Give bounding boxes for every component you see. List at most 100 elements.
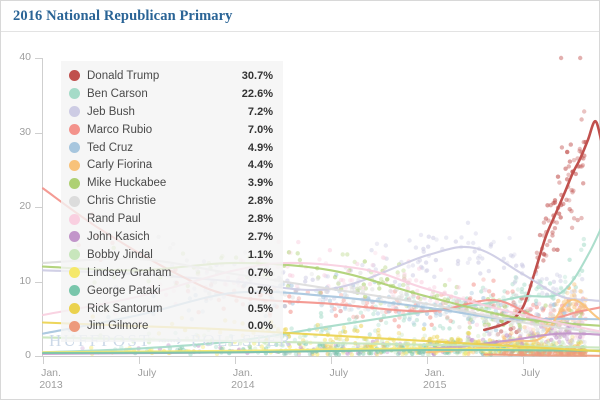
legend-item[interactable]: Ben Carson 22.6% bbox=[69, 85, 273, 103]
scatter-point bbox=[571, 188, 576, 193]
scatter-point bbox=[296, 296, 302, 301]
scatter-point bbox=[517, 323, 522, 328]
scatter-point bbox=[282, 327, 287, 333]
scatter-point bbox=[317, 257, 322, 262]
scatter-point bbox=[523, 328, 528, 334]
scatter-point bbox=[513, 275, 518, 280]
scatter-point bbox=[550, 307, 556, 312]
scatter-point bbox=[369, 344, 374, 349]
scatter-point bbox=[389, 289, 394, 295]
scatter-point bbox=[488, 331, 493, 336]
legend-item[interactable]: Rick Santorum 0.5% bbox=[69, 300, 273, 318]
scatter-point bbox=[296, 352, 302, 357]
scatter-point bbox=[390, 304, 396, 309]
scatter-point bbox=[478, 271, 483, 276]
legend-item[interactable]: Marco Rubio 7.0% bbox=[69, 121, 273, 139]
scatter-point bbox=[562, 333, 567, 339]
x-axis-tick bbox=[43, 357, 44, 364]
scatter-point bbox=[403, 351, 408, 356]
x-axis-label: Jan. 2015 bbox=[423, 367, 447, 391]
legend-item[interactable]: Carly Fiorina 4.4% bbox=[69, 156, 273, 174]
scatter-point bbox=[498, 302, 504, 308]
trend-line bbox=[483, 120, 600, 332]
scatter-point bbox=[315, 322, 320, 328]
scatter-point bbox=[557, 274, 563, 279]
scatter-point bbox=[557, 180, 562, 185]
x-axis-tick bbox=[234, 357, 236, 364]
scatter-point bbox=[361, 282, 366, 287]
scatter-point bbox=[274, 342, 279, 347]
legend-item[interactable]: Bobby Jindal 1.1% bbox=[69, 246, 273, 264]
legend-item[interactable]: Ted Cruz 4.9% bbox=[69, 139, 273, 157]
scatter-point bbox=[292, 337, 298, 343]
scatter-point bbox=[580, 163, 585, 168]
scatter-point bbox=[355, 314, 360, 319]
scatter-point bbox=[566, 302, 571, 308]
scatter-point bbox=[417, 266, 422, 271]
legend-item[interactable]: Jeb Bush 7.2% bbox=[69, 103, 273, 121]
legend-item[interactable]: Rand Paul 2.8% bbox=[69, 210, 273, 228]
scatter-point bbox=[395, 270, 400, 275]
scatter-point bbox=[349, 307, 354, 312]
legend-item[interactable]: George Pataki 0.7% bbox=[69, 282, 273, 300]
scatter-point bbox=[567, 301, 573, 306]
scatter-point bbox=[355, 261, 360, 267]
scatter-point bbox=[481, 277, 486, 282]
scatter-point bbox=[579, 268, 585, 273]
scatter-point bbox=[528, 327, 533, 332]
scatter-point-outlier bbox=[558, 55, 564, 61]
scatter-point bbox=[427, 336, 432, 342]
scatter-point bbox=[476, 333, 481, 339]
scatter-point bbox=[413, 245, 419, 250]
scatter-point bbox=[568, 338, 573, 344]
scatter-point bbox=[555, 174, 561, 179]
y-axis-label: 0 bbox=[25, 349, 31, 361]
scatter-point bbox=[514, 263, 519, 268]
scatter-point bbox=[371, 263, 376, 268]
scatter-point bbox=[471, 240, 476, 246]
scatter-point bbox=[406, 286, 411, 291]
scatter-point bbox=[220, 346, 226, 351]
scatter-point bbox=[533, 298, 539, 303]
scatter-point bbox=[404, 291, 409, 297]
legend-item[interactable]: Donald Trump 30.7% bbox=[69, 67, 273, 85]
scatter-point bbox=[338, 308, 343, 314]
scatter-point bbox=[328, 343, 334, 348]
scatter-point bbox=[367, 281, 373, 287]
x-axis-tick bbox=[426, 357, 428, 364]
scatter-point bbox=[320, 343, 326, 348]
scatter-point bbox=[379, 277, 384, 282]
scatter-point bbox=[579, 247, 584, 252]
scatter-point bbox=[376, 331, 381, 336]
scatter-point bbox=[376, 322, 381, 328]
scatter-point bbox=[540, 329, 545, 334]
scatter-point bbox=[508, 327, 513, 332]
legend-item[interactable]: Jim Gilmore 0.0% bbox=[69, 317, 273, 335]
y-axis-line bbox=[42, 58, 43, 357]
legend-color-swatch-icon bbox=[69, 70, 80, 82]
legend-item[interactable]: Chris Christie 2.8% bbox=[69, 192, 273, 210]
scatter-point bbox=[287, 344, 292, 349]
scatter-point bbox=[400, 352, 405, 357]
scatter-point bbox=[502, 289, 507, 294]
scatter-point bbox=[519, 286, 525, 292]
scatter-point bbox=[442, 283, 448, 288]
scatter-point bbox=[401, 282, 406, 288]
scatter-point bbox=[326, 283, 331, 289]
legend[interactable]: Donald Trump 30.7% Ben Carson 22.6% Jeb Bush… bbox=[61, 61, 283, 343]
scatter-point bbox=[482, 332, 487, 337]
scatter-point bbox=[266, 343, 271, 349]
legend-item[interactable]: John Kasich 2.7% bbox=[69, 228, 273, 246]
scatter-point bbox=[576, 342, 581, 347]
scatter-point bbox=[472, 315, 477, 321]
scatter-point bbox=[418, 296, 423, 302]
scatter-point bbox=[517, 324, 523, 330]
scatter-point bbox=[362, 259, 367, 264]
scatter-point bbox=[569, 209, 574, 214]
scatter-point bbox=[440, 326, 446, 331]
scatter-point bbox=[370, 262, 375, 268]
scatter-point bbox=[373, 250, 378, 256]
legend-item[interactable]: Lindsey Graham 0.7% bbox=[69, 264, 273, 282]
scatter-point bbox=[479, 289, 484, 294]
legend-item[interactable]: Mike Huckabee 3.9% bbox=[69, 174, 273, 192]
